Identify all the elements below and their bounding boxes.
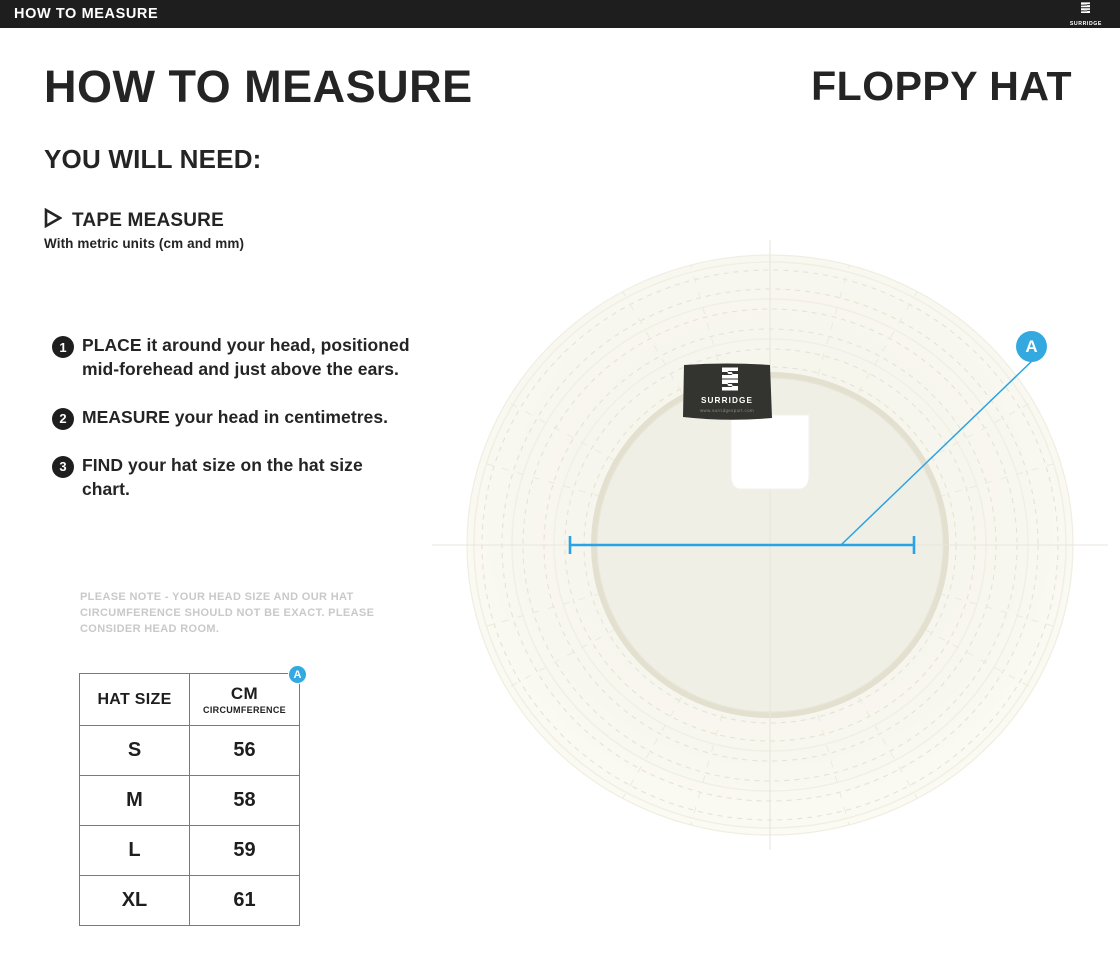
header-hat-size-label: HAT SIZE bbox=[97, 690, 172, 708]
table-row: XL 61 bbox=[79, 875, 300, 926]
step-number: 3 bbox=[52, 455, 74, 478]
callout-leader-line bbox=[840, 359, 1034, 546]
top-bar-title: HOW TO MEASURE bbox=[14, 6, 159, 22]
step-text: PLACE it around your head, positioned mi… bbox=[82, 335, 410, 379]
step-text: MEASURE your head in centimetres. bbox=[82, 406, 389, 427]
measure-line-a bbox=[568, 536, 916, 554]
hat-brand-label: SURRIDGE www.surridgesport.com bbox=[683, 363, 772, 420]
label-brand-text: SURRIDGE bbox=[701, 396, 753, 405]
tool-block: TAPE MEASURE With metric units (cm and m… bbox=[44, 207, 245, 251]
cell-cm: 56 bbox=[189, 725, 300, 776]
cell-size: XL bbox=[79, 875, 190, 926]
floppy-hat-illustration: SURRIDGE www.surridgesport.com bbox=[420, 200, 1120, 900]
label-url-text: www.surridgesport.com bbox=[700, 408, 754, 413]
cell-size: M bbox=[79, 775, 190, 826]
surridge-wordmark: SURRIDGE bbox=[1069, 21, 1102, 27]
cell-size: L bbox=[79, 825, 190, 876]
cell-size: S bbox=[79, 725, 190, 776]
you-will-need-heading: YOU WILL NEED: bbox=[44, 144, 262, 174]
header-cm-label: CM bbox=[230, 684, 259, 703]
step-item: 2 MEASURE your head in centimetres. bbox=[52, 406, 412, 430]
step-text: FIND your hat size on the hat size chart… bbox=[82, 454, 363, 499]
table-row: L 59 bbox=[79, 825, 300, 876]
step-item: 1 PLACE it around your head, positioned … bbox=[52, 334, 412, 382]
cell-cm: 59 bbox=[189, 825, 300, 876]
tool-title: TAPE MEASURE bbox=[72, 209, 224, 231]
step-item: 3 FIND your hat size on the hat size cha… bbox=[52, 454, 412, 502]
cell-cm: 58 bbox=[189, 775, 300, 826]
hat-crown-top bbox=[730, 414, 810, 490]
disclaimer-note: PLEASE NOTE - YOUR HEAD SIZE AND OUR HAT… bbox=[80, 591, 375, 635]
play-triangle-icon bbox=[44, 207, 63, 233]
product-title: FLOPPY HAT bbox=[811, 63, 1072, 109]
table-header-row: HAT SIZE CM CIRCUMFERENCE A bbox=[79, 665, 307, 726]
top-bar: HOW TO MEASURE SURRIDGE bbox=[0, 0, 1120, 28]
surridge-logo: SURRIDGE bbox=[1070, 1, 1102, 27]
step-number: 2 bbox=[52, 407, 74, 430]
callout-badge-a: A bbox=[1016, 331, 1047, 362]
tool-subtitle: With metric units (cm and mm) bbox=[44, 236, 245, 251]
step-number: 1 bbox=[52, 336, 74, 358]
header-circumference-label: CIRCUMFERENCE bbox=[203, 705, 286, 715]
size-table: HAT SIZE CM CIRCUMFERENCE A S 56 M 58 bbox=[79, 665, 307, 926]
page-title: HOW TO MEASURE bbox=[44, 61, 473, 112]
cell-cm: 61 bbox=[189, 875, 300, 926]
steps-list: 1 PLACE it around your head, positioned … bbox=[52, 334, 412, 502]
table-row: M 58 bbox=[79, 775, 300, 826]
header-hat-size: HAT SIZE bbox=[79, 673, 190, 726]
header-cm-circumference: CM CIRCUMFERENCE A bbox=[189, 665, 307, 726]
badge-a-icon: A bbox=[288, 665, 307, 684]
table-row: S 56 bbox=[79, 725, 300, 776]
hat-size-chart: HAT SIZE CM CIRCUMFERENCE A S 56 M 58 bbox=[79, 665, 307, 926]
surridge-s-logo-icon bbox=[1079, 1, 1092, 20]
